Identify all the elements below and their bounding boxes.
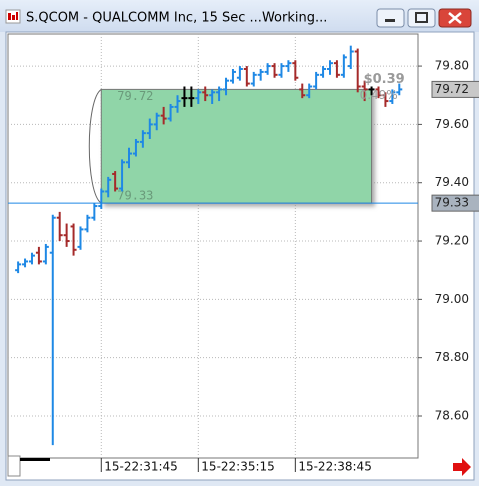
range-low-label: 79.33 xyxy=(117,189,153,203)
axis-price-box xyxy=(431,194,479,212)
range-high-label: 79.72 xyxy=(117,89,153,103)
y-tick-label: 79.20 xyxy=(435,234,469,248)
scroll-thumb[interactable] xyxy=(7,455,21,477)
axis-price-label: 79.33 xyxy=(435,196,469,210)
y-tick-label: 79.80 xyxy=(435,59,469,73)
maximize-button[interactable] xyxy=(407,8,436,28)
change-pct-label: 0.49% xyxy=(360,88,398,102)
window-icon xyxy=(5,9,21,24)
range-bracket xyxy=(88,88,102,204)
x-tick-label: 15-22:31:45 xyxy=(104,460,178,474)
y-tick-label: 79.00 xyxy=(435,292,469,306)
axis-price-box xyxy=(431,80,479,98)
plot: 78.60 78.80 79.00 79.20 79.40 79.60 79.80 15-22… xyxy=(8,34,479,474)
y-tick-label: 78.60 xyxy=(435,409,469,423)
window-title: S.QCOM - QUALCOMM Inc, 15 Sec ...Working… xyxy=(26,11,327,26)
x-tick-label: 15-22:38:45 xyxy=(298,460,372,474)
axis-price-label: 79.72 xyxy=(435,82,469,96)
y-tick-label: 79.60 xyxy=(435,117,469,131)
change-label: $0.39 xyxy=(364,72,405,87)
y-tick-label: 79.40 xyxy=(435,175,469,189)
y-tick-label: 78.80 xyxy=(435,350,469,364)
scroll-track xyxy=(20,458,50,461)
x-tick-label: 15-22:35:15 xyxy=(201,460,275,474)
range-box xyxy=(100,88,373,204)
minimize-button[interactable] xyxy=(376,8,405,28)
scroll-right-arrow[interactable] xyxy=(453,458,471,476)
close-button[interactable] xyxy=(438,8,472,28)
